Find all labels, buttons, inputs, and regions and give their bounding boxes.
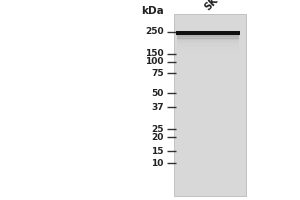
Bar: [177, 51, 239, 53]
Bar: [177, 42, 239, 43]
Text: 50: 50: [151, 88, 164, 98]
Bar: [177, 35, 239, 37]
Text: 20: 20: [151, 132, 164, 142]
Bar: [176, 31, 240, 35]
Text: 15: 15: [151, 146, 164, 156]
Text: SK-Br3: SK-Br3: [203, 0, 236, 12]
Bar: [177, 46, 239, 48]
Text: 150: 150: [145, 49, 164, 58]
Bar: [177, 48, 239, 50]
Text: 250: 250: [145, 27, 164, 36]
Text: 10: 10: [151, 158, 164, 168]
Text: kDa: kDa: [141, 6, 164, 16]
Text: 100: 100: [145, 58, 164, 66]
Bar: [174, 14, 246, 196]
Bar: [177, 45, 239, 47]
Bar: [177, 38, 239, 40]
Text: 75: 75: [151, 68, 164, 77]
Bar: [177, 53, 239, 55]
Bar: [177, 50, 239, 51]
Text: 37: 37: [151, 102, 164, 112]
Bar: [177, 43, 239, 45]
Bar: [177, 37, 239, 39]
Bar: [177, 40, 239, 42]
Text: 25: 25: [151, 124, 164, 134]
